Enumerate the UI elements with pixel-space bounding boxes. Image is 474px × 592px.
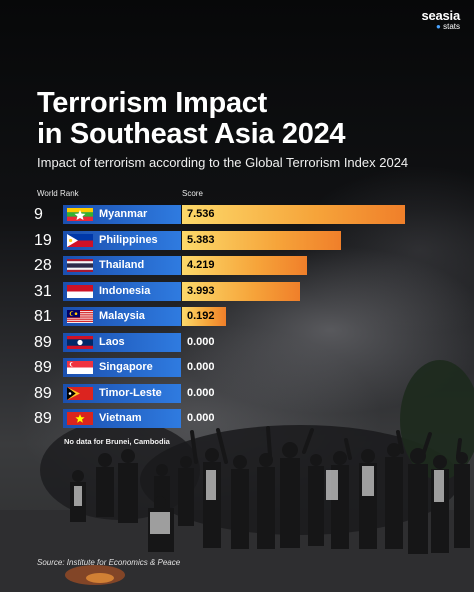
country-label: Singapore (99, 361, 153, 373)
title-line-1: Terrorism Impact (37, 87, 267, 119)
country-bar: Singapore (63, 358, 181, 377)
score-bar (182, 256, 307, 275)
score-column-header: Score (182, 189, 203, 198)
score-label: 0.000 (187, 335, 215, 348)
world-rank-label: 89 (34, 410, 52, 427)
score-bar (182, 205, 405, 224)
country-bar: Indonesia (63, 281, 181, 301)
country-bar: Laos (63, 332, 181, 352)
thailand-flag-icon (67, 259, 93, 272)
country-label: Myanmar (99, 208, 148, 220)
singapore-flag-icon (67, 361, 93, 374)
chart-row: 89 Timor-Leste 0.000 (0, 383, 474, 403)
score-bar (182, 230, 342, 250)
page-subtitle: Impact of terrorism according to the Glo… (37, 155, 409, 170)
country-label: Vietnam (99, 412, 142, 424)
score-bar (182, 307, 226, 326)
world-rank-label: 89 (34, 384, 52, 402)
country-bar: Philippines (63, 230, 181, 250)
malaysia-flag-icon (67, 310, 93, 323)
score-label: 5.383 (187, 233, 215, 246)
world-rank-label: 28 (34, 257, 52, 274)
chart-row: 89 Laos 0.000 (0, 332, 474, 352)
chart-row: 81 Malaysia 0.192 (0, 307, 474, 326)
chart-row: 89 Vietnam 0.000 (0, 409, 474, 428)
country-label: Thailand (99, 259, 145, 271)
brand-logo: seasia ● stats (421, 8, 460, 31)
vietnam-flag-icon (67, 412, 93, 425)
chart-row: 19 Philippines 5.383 (0, 230, 474, 250)
country-bar: Thailand (63, 256, 181, 275)
chart-row: 28 Thailand 4.219 (0, 256, 474, 275)
title-line-2: in Southeast Asia 2024 (37, 118, 346, 150)
chart-row: 31 Indonesia 3.993 (0, 281, 474, 301)
source-note: Source: Institute for Economics & Peace (37, 558, 181, 567)
score-label: 0.000 (187, 386, 215, 399)
brand-name: seasia (421, 8, 460, 23)
laos-flag-icon (67, 335, 93, 349)
country-bar: Timor-Leste (63, 383, 181, 403)
world-rank-label: 89 (34, 359, 52, 376)
brand-sub-row: ● stats (421, 22, 460, 31)
brand-dot-icon: ● (436, 22, 441, 31)
chart-row: 9 Myanmar 7.536 (0, 205, 474, 224)
score-label: 3.993 (187, 284, 215, 297)
score-label: 7.536 (187, 208, 215, 220)
score-label: 4.219 (187, 259, 215, 271)
world-rank-label: 89 (34, 333, 52, 351)
brand-sub: stats (443, 22, 460, 31)
country-label: Malaysia (99, 310, 145, 322)
world-rank-label: 81 (34, 308, 52, 325)
country-label: Philippines (99, 233, 158, 246)
score-label: 0.192 (187, 310, 215, 322)
score-bar (182, 281, 301, 301)
country-label: Timor-Leste (99, 386, 162, 399)
score-label: 0.000 (187, 412, 215, 424)
no-data-note: No data for Brunei, Cambodia (64, 437, 170, 446)
world-rank-label: 31 (34, 282, 52, 300)
country-bar: Myanmar (63, 205, 181, 224)
country-label: Indonesia (99, 284, 151, 297)
country-bar: Malaysia (63, 307, 181, 326)
score-label: 0.000 (187, 361, 215, 373)
chart-row: 89 Singapore 0.000 (0, 358, 474, 377)
philippines-flag-icon (67, 233, 93, 247)
country-bar: Vietnam (63, 409, 181, 428)
timor-leste-flag-icon (67, 386, 93, 400)
country-label: Laos (99, 335, 125, 348)
page-title: Terrorism Impact in Southeast Asia 2024 (37, 87, 346, 150)
rank-column-header: World Rank (37, 189, 79, 198)
world-rank-label: 19 (34, 231, 52, 249)
indonesia-flag-icon (67, 284, 93, 298)
myanmar-flag-icon (67, 208, 93, 221)
world-rank-label: 9 (34, 206, 43, 223)
